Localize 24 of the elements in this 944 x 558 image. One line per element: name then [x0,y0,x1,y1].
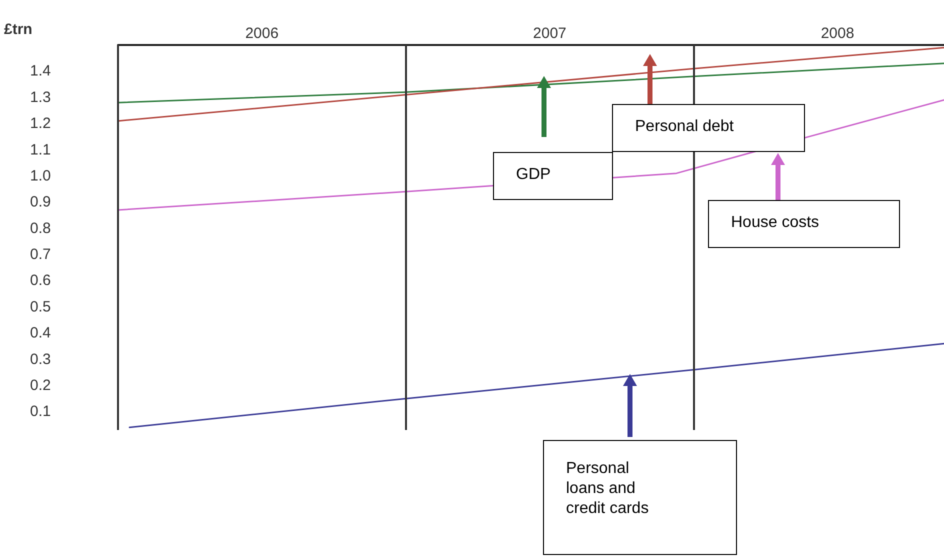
y-tick-label: 1.3 [30,88,51,106]
y-tick-label: 0.9 [30,194,51,211]
y-tick-label: 1.4 [30,62,51,80]
y-tick-label: 0.5 [30,298,51,316]
y-tick-label: 1.0 [30,167,51,184]
y-tick-label: 1.1 [30,141,51,158]
y-axis-title: £trn [4,21,32,38]
text-box: House costs [708,200,900,248]
text-box: Personal loans and credit cards [543,440,737,555]
x-tick-label: 2007 [533,25,566,42]
line-series [128,342,944,428]
x-tick-label: 2006 [245,25,279,42]
text-box: Personal debt [612,104,805,152]
y-tick-label: 0.1 [30,403,51,420]
y-tick-label: 0.6 [30,272,51,290]
y-tick-label: 1.2 [30,115,51,132]
line-series [117,62,944,104]
y-tick-label: 0.7 [30,246,51,264]
y-tick-label: 0.8 [30,220,51,237]
x-tick-label: 2008 [820,25,854,42]
y-tick-label: 0.3 [30,350,51,368]
y-tick-label: 0.2 [30,376,51,394]
text-box: GDP [493,152,613,200]
y-tick-label: 0.4 [30,324,51,342]
